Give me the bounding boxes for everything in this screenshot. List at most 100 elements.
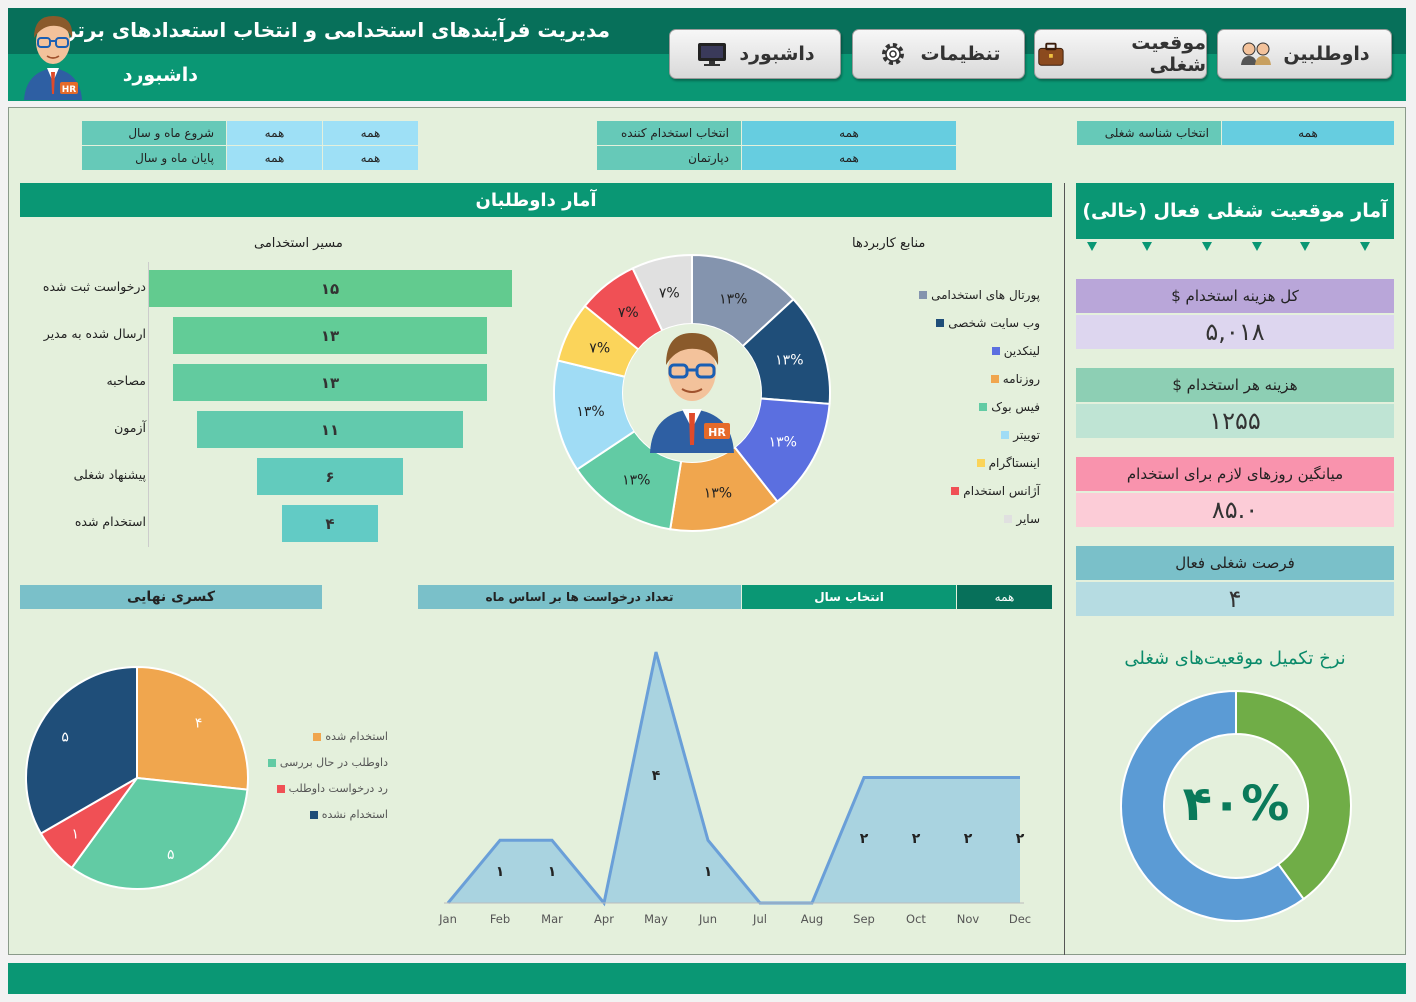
source-legend-label: فیس بوک xyxy=(991,400,1040,414)
down-arrow-icon xyxy=(1142,242,1152,251)
source-legend-label: سایر xyxy=(1016,512,1040,526)
legend-swatch xyxy=(951,487,960,495)
source-slice-label: ۷% xyxy=(618,305,639,321)
source-slice-label: ۱۳% xyxy=(704,486,732,502)
shortfall-slice-label: ۱ xyxy=(72,827,80,843)
source-slice xyxy=(631,253,693,333)
x-tick-label: Apr xyxy=(594,912,614,926)
source-slice-label: ۱۳% xyxy=(576,404,604,420)
legend-swatch xyxy=(919,291,928,299)
candidates-icon xyxy=(1241,42,1272,65)
funnel-axis xyxy=(148,262,149,547)
hiring-manager-select[interactable]: همه xyxy=(742,121,956,145)
legend-swatch xyxy=(276,784,285,793)
start-date-label: شروع ماه و سال xyxy=(82,121,226,145)
source-slice-label: ۱۳% xyxy=(769,435,797,451)
x-tick-label: Oct xyxy=(906,912,926,926)
nav-job-position-button[interactable]: موقعیت شغلی xyxy=(1034,29,1207,79)
source-legend-label: توییتر xyxy=(1013,428,1040,442)
funnel-stage-bar: ۱۳ xyxy=(172,364,488,401)
briefcase-icon xyxy=(1038,42,1064,66)
area-data-label: ۲ xyxy=(1016,831,1025,847)
shortfall-slice-label: ۵ xyxy=(167,847,175,863)
kpi-label: فرصت شغلی فعال xyxy=(1076,546,1394,580)
down-arrow-icon xyxy=(1252,242,1262,251)
legend-swatch xyxy=(990,375,999,383)
funnel-title: مسیر استخدامی xyxy=(254,236,343,251)
start-year-select[interactable]: همه xyxy=(323,121,418,145)
x-tick-label: Jun xyxy=(699,912,717,926)
department-select[interactable]: همه xyxy=(742,146,956,170)
source-slice-label: ۷% xyxy=(659,286,680,302)
shortfall-legend-label: استخدام شده xyxy=(325,730,388,743)
area-fill xyxy=(448,652,1020,903)
nav-candidates-button[interactable]: داوطلبین xyxy=(1217,29,1392,79)
legend-swatch xyxy=(309,810,318,819)
funnel-stage-label: استخدام شده xyxy=(74,514,146,529)
source-legend-item: لینکدین xyxy=(991,344,1040,358)
down-arrow-icon xyxy=(1087,242,1097,251)
department-label: دپارتمان xyxy=(597,146,741,170)
nav-dashboard-button[interactable]: داشبورد xyxy=(669,29,841,79)
hr-avatar-icon: HR xyxy=(24,16,82,100)
completion-remaining-slice xyxy=(1120,690,1305,922)
end-month-select[interactable]: همه xyxy=(227,146,322,170)
shortfall-legend-label: داوطلب در حال بررسی xyxy=(279,756,388,769)
x-tick-label: Dec xyxy=(1008,912,1032,926)
shortfall-legend-item: داوطلب در حال بررسی xyxy=(267,756,388,769)
funnel-stage-label: پیشنهاد شغلی xyxy=(73,467,146,482)
x-tick-label: Aug xyxy=(800,912,824,926)
candidate-stats-title: آمار داوطلبان xyxy=(20,183,1052,217)
x-tick-label: Jan xyxy=(439,912,457,926)
header-bar: مدیریت فرآیندهای استخدامی و انتخاب استعد… xyxy=(8,8,1406,101)
source-legend-item: اینستاگرام xyxy=(976,456,1040,470)
x-tick-label: Feb xyxy=(489,912,511,926)
legend-swatch xyxy=(979,403,988,411)
nav-settings-button[interactable]: تنظیمات xyxy=(852,29,1025,79)
completion-filled-slice xyxy=(1235,690,1352,901)
legend-swatch xyxy=(936,319,945,327)
app-title: مدیریت فرآیندهای استخدامی و انتخاب استعد… xyxy=(64,18,610,42)
center-avatar-badge: HR xyxy=(708,426,726,439)
source-legend-item: فیس بوک xyxy=(979,400,1040,414)
shortfall-slice xyxy=(136,665,249,791)
shortfall-legend-item: رد درخواست داوطلب xyxy=(276,782,388,795)
footer-bar xyxy=(8,963,1406,994)
shortfall-slice-label: ۵ xyxy=(61,730,69,746)
sources-title: منابع کاربردها xyxy=(852,236,926,251)
source-legend-label: آژانس استخدام xyxy=(963,484,1040,498)
legend-swatch xyxy=(991,347,1000,355)
year-select[interactable]: همه xyxy=(957,585,1052,609)
source-legend-label: روزنامه xyxy=(1002,372,1040,386)
hr-center-avatar-icon: HR xyxy=(650,333,734,453)
shortfall-legend-label: استخدام نشده xyxy=(321,808,388,821)
monitor-icon xyxy=(698,43,727,66)
shortfall-legend-item: استخدام شده xyxy=(313,730,388,743)
end-year-select[interactable]: همه xyxy=(323,146,418,170)
funnel-stage-bar: ۴ xyxy=(281,505,379,542)
shortfall-legend-item: استخدام نشده xyxy=(309,808,388,821)
page-title: داشبورد xyxy=(122,64,198,86)
start-month-select[interactable]: همه xyxy=(227,121,322,145)
kpi-value: ۱۲۵۵ xyxy=(1076,404,1394,438)
kpi-label: کل هزینه استخدام $ xyxy=(1076,279,1394,313)
hiring-manager-label: انتخاب استخدام کننده xyxy=(597,121,741,145)
source-slice-label: ۷% xyxy=(589,340,610,356)
area-data-label: ۱ xyxy=(704,864,713,880)
job-id-label: انتخاب شناسه شغلی xyxy=(1077,121,1221,145)
source-legend-item: توییتر xyxy=(1001,428,1040,442)
funnel-stage-bar: ۱۵ xyxy=(148,270,512,307)
sources-donut-chart: ۱۳% ۱۳% ۱۳% ۱۳% ۱۳% ۱۳% ۷% ۷% ۷% HR xyxy=(553,253,831,532)
completion-rate-value: ۴۰% xyxy=(1183,776,1290,832)
source-legend-item: سایر xyxy=(1004,512,1040,526)
section-divider xyxy=(1064,183,1065,955)
final-shortfall-title: کسری نهایی xyxy=(20,585,322,609)
job-stats-title: آمار موقعیت شغلی فعال (خالی) xyxy=(1076,183,1394,239)
x-tick-label: May xyxy=(644,912,668,926)
monthly-chart-title: تعداد درخواست ها بر اساس ماه xyxy=(418,585,741,609)
job-id-select[interactable]: همه xyxy=(1222,121,1394,145)
source-legend-item: وب سایت شخصی xyxy=(936,316,1040,330)
area-data-label: ۱ xyxy=(548,864,557,880)
shortfall-legend-label: رد درخواست داوطلب xyxy=(288,782,388,795)
kpi-value: ۸۵.۰ xyxy=(1076,493,1394,527)
